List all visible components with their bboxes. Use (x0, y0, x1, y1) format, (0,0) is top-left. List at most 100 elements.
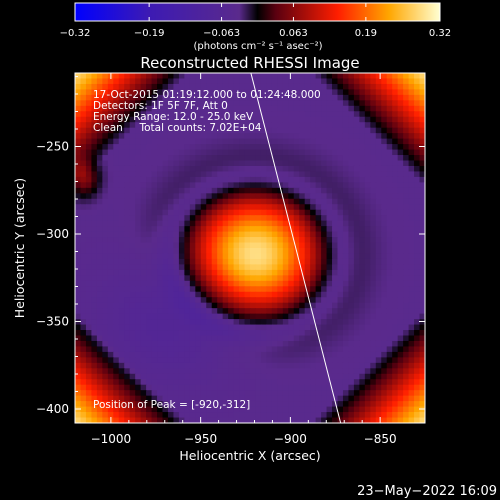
heatmap-cell (397, 412, 404, 419)
heatmap-cell (397, 83, 404, 91)
heatmap-cell (167, 160, 175, 167)
heatmap-cell (408, 220, 415, 227)
heatmap-cell (195, 198, 202, 205)
heatmap-cell (397, 357, 404, 364)
heatmap-cell (397, 165, 404, 173)
heatmap-cell (266, 362, 273, 369)
heatmap-cell (184, 149, 191, 156)
heatmap-cell (282, 242, 289, 249)
heatmap-cell (184, 176, 191, 183)
heatmap-cell (102, 291, 109, 298)
heatmap-cell (151, 231, 158, 238)
heatmap-cell (96, 335, 103, 342)
heatmap-cell (233, 116, 240, 123)
heatmap-cell (91, 401, 98, 408)
heatmap-cell (310, 401, 317, 408)
heatmap-cell (277, 193, 284, 200)
heatmap-cell (151, 357, 158, 364)
heatmap-cell (85, 368, 93, 375)
heatmap-cell (151, 280, 158, 287)
heatmap-cell (315, 160, 322, 167)
heatmap-cell (250, 83, 257, 91)
heatmap-cell (102, 237, 109, 244)
heatmap-cell (113, 226, 120, 233)
heatmap-cell (288, 379, 295, 386)
heatmap-cell (75, 215, 82, 222)
heatmap-cell (162, 209, 169, 216)
heatmap-cell (189, 346, 196, 353)
heatmap-cell (162, 313, 169, 320)
heatmap-cell (211, 319, 218, 326)
heatmap-cell (321, 258, 328, 266)
heatmap-cell (107, 220, 114, 227)
heatmap-cell (239, 144, 246, 151)
heatmap-cell (80, 324, 87, 331)
heatmap-cell (337, 231, 344, 238)
heatmap-cell (315, 308, 322, 315)
heatmap-cell (206, 155, 213, 162)
heatmap-cell (255, 406, 262, 413)
heatmap-cell (304, 89, 311, 96)
heatmap-cell (364, 237, 371, 244)
heatmap-cell (293, 176, 300, 183)
heatmap-cell (315, 111, 322, 118)
heatmap-cell (381, 149, 388, 156)
heatmap-cell (250, 160, 257, 167)
heatmap-cell (167, 226, 175, 233)
heatmap-cell (419, 149, 425, 156)
heatmap-cell (348, 204, 355, 211)
heatmap-cell (75, 220, 82, 227)
heatmap-cell (315, 193, 322, 200)
heatmap-cell (321, 204, 328, 211)
heatmap-cell (113, 390, 120, 397)
heatmap-cell (184, 94, 191, 101)
heatmap-cell (337, 319, 344, 326)
limb-line (250, 73, 342, 423)
heatmap-cell (370, 395, 377, 402)
heatmap-cell (299, 379, 306, 386)
info-energy-range: Energy Range: 12.0 - 25.0 keV (93, 111, 254, 123)
heatmap-cell (359, 105, 366, 112)
heatmap-cell (375, 379, 382, 386)
heatmap-cell (260, 242, 268, 249)
heatmap-cell (244, 193, 251, 200)
heatmap-cell (315, 390, 322, 397)
heatmap-cell (102, 83, 109, 91)
heatmap-cell (381, 302, 388, 309)
heatmap-cell (260, 187, 268, 194)
heatmap-cell (80, 237, 87, 244)
heatmap-cell (353, 335, 360, 342)
heatmap-cell (359, 78, 366, 85)
heatmap-cell (271, 198, 278, 205)
heatmap-cell (271, 242, 278, 249)
heatmap-cell (118, 144, 125, 151)
heatmap-cell (102, 73, 109, 80)
heatmap-cell (386, 248, 393, 255)
heatmap-cell (370, 280, 377, 287)
heatmap-cell (157, 209, 164, 216)
heatmap-cell (75, 302, 82, 309)
heatmap-cell (348, 133, 355, 140)
heatmap-cell (337, 155, 344, 162)
heatmap-cell (113, 379, 120, 386)
heatmap-cell (167, 280, 175, 287)
heatmap-cell (266, 242, 273, 249)
heatmap-cell (244, 198, 251, 205)
heatmap-cell (282, 138, 289, 145)
heatmap-cell (107, 330, 114, 337)
heatmap-cell (239, 138, 246, 145)
heatmap-cell (124, 133, 131, 140)
heatmap-cell (244, 351, 251, 358)
heatmap-cell (146, 395, 153, 402)
heatmap-cell (91, 94, 98, 101)
heatmap-cell (386, 220, 393, 227)
heatmap-cell (353, 78, 360, 85)
heatmap-cell (271, 302, 278, 309)
heatmap-cell (80, 171, 87, 178)
heatmap-cell (189, 412, 196, 419)
heatmap-cell (392, 384, 399, 391)
heatmap-cell (364, 368, 371, 375)
heatmap-cell (408, 127, 415, 134)
heatmap-cell (129, 89, 136, 96)
heatmap-cell (370, 368, 377, 375)
